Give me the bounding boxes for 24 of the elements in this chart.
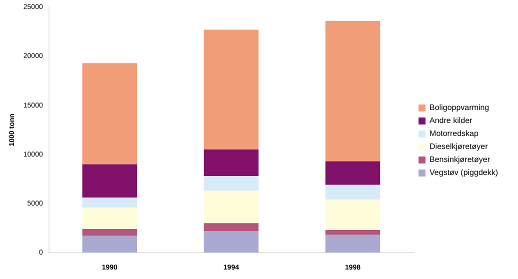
bar <box>325 184 380 200</box>
legend-label: Dieselkjøretøyer <box>430 142 488 152</box>
bar <box>204 150 259 176</box>
bar <box>82 63 137 164</box>
bar <box>325 234 380 253</box>
bar <box>204 176 259 191</box>
bar <box>82 229 137 236</box>
bar <box>325 200 380 230</box>
bar <box>82 164 137 198</box>
bar <box>82 236 137 253</box>
legend-label: Andre kilder <box>430 116 473 126</box>
bar <box>82 198 137 208</box>
bar <box>204 30 259 150</box>
legend-label: Bensinkjøretøyer <box>430 155 490 164</box>
legend-label: Boligoppvarming <box>430 103 490 112</box>
bar <box>204 223 259 232</box>
bar <box>325 20 380 162</box>
bar <box>325 230 380 235</box>
bar <box>325 161 380 185</box>
bar <box>204 231 259 253</box>
bar <box>82 207 137 230</box>
legend-label: Motorredskap <box>430 129 479 138</box>
legend-label: Vegstøv (piggdekk) <box>430 168 498 178</box>
bar <box>204 190 259 224</box>
